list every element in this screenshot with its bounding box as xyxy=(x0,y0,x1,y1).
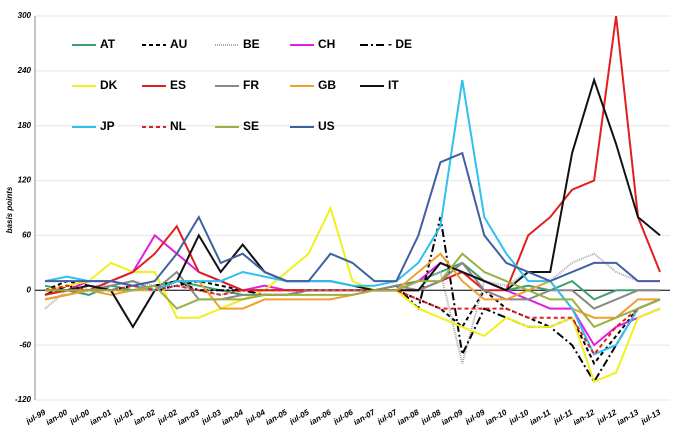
legend-label: - DE xyxy=(388,37,412,51)
x-tick-label: jul-03 xyxy=(199,407,223,425)
x-tick-label: jul-10 xyxy=(507,407,531,425)
x-tick-label: jul-08 xyxy=(419,407,443,425)
x-tick-label: jan-07 xyxy=(351,407,377,425)
legend-label: DK xyxy=(100,78,118,92)
series-line xyxy=(45,252,661,329)
legend-label: CH xyxy=(318,37,335,51)
y-tick-label: -60 xyxy=(19,340,31,349)
x-tick-label: jul-02 xyxy=(155,407,179,425)
y-tick-label: 180 xyxy=(18,121,32,130)
legend-label: JP xyxy=(100,119,115,133)
x-tick-label: jul-06 xyxy=(331,407,355,425)
x-tick-label: jul-99 xyxy=(24,407,48,425)
x-tick-label: jan-09 xyxy=(439,407,465,425)
x-tick-label: jan-11 xyxy=(527,407,552,425)
x-tick-label: jan-10 xyxy=(483,407,509,425)
x-tick-label: jul-07 xyxy=(375,407,399,425)
legend-label: NL xyxy=(170,119,186,133)
legend-label: FR xyxy=(243,78,259,92)
series-line xyxy=(44,280,661,366)
x-tick-label: jan-02 xyxy=(131,407,157,425)
y-tick-label: 300 xyxy=(18,11,32,20)
x-tick-label: jan-06 xyxy=(307,407,333,425)
x-tick-label: jul-09 xyxy=(463,407,487,425)
series-line xyxy=(44,79,661,356)
y-tick-label: 0 xyxy=(27,285,32,294)
x-tick-label: jan-01 xyxy=(88,407,114,425)
legend-label: IT xyxy=(388,78,399,92)
legend-label: GB xyxy=(318,78,336,92)
x-tick-label: jul-04 xyxy=(243,407,267,425)
legend-label: ES xyxy=(170,78,186,92)
x-tick-label: jan-13 xyxy=(615,407,641,425)
x-tick-label: jan-00 xyxy=(44,407,70,425)
legend-label: US xyxy=(318,119,335,133)
y-tick-label: 60 xyxy=(22,231,31,240)
y-tick-label: 240 xyxy=(17,66,32,75)
series-line xyxy=(45,151,660,287)
x-tick-label: jul-01 xyxy=(111,407,135,425)
legend-label: SE xyxy=(243,119,259,133)
x-tick-label: jul-13 xyxy=(639,407,663,425)
x-tick-label: jan-03 xyxy=(175,407,201,425)
x-tick-label: jul-05 xyxy=(287,407,311,425)
x-tick-label: jan-04 xyxy=(219,407,245,425)
y-tick-label: 120 xyxy=(18,176,32,185)
x-tick-label: jan-12 xyxy=(571,407,597,425)
y-tick-label: -120 xyxy=(15,395,32,404)
x-tick-label: jul-00 xyxy=(68,407,92,425)
series-line xyxy=(44,216,661,384)
x-tick-label: jan-05 xyxy=(263,407,289,425)
legend-label: AU xyxy=(170,37,187,51)
legend-label: AT xyxy=(100,37,116,51)
x-tick-label: jul-12 xyxy=(595,407,619,425)
series-line xyxy=(44,284,661,357)
x-tick-label: jan-08 xyxy=(395,407,421,425)
series-line xyxy=(44,15,661,296)
legend-label: BE xyxy=(243,37,260,51)
y-axis-label: basis points xyxy=(5,186,14,233)
series-line xyxy=(44,205,661,384)
x-tick-label: jul-11 xyxy=(551,407,574,425)
